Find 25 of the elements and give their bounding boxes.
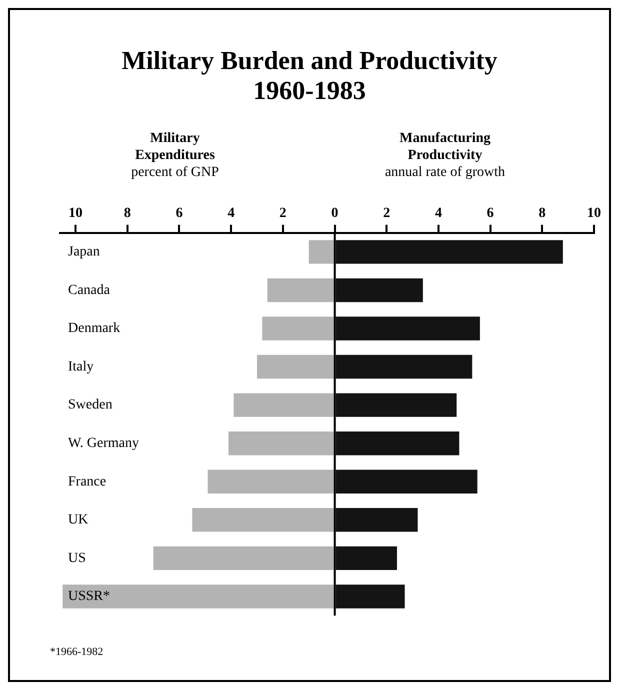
y-tick-label: Denmark [68, 321, 120, 336]
y-tick-label: Canada [68, 282, 111, 298]
x-tick-label: 8 [124, 206, 131, 222]
x-tick-label: 4 [434, 206, 442, 222]
text: *1966-1982 [50, 646, 104, 658]
y-tick-label: UK [68, 512, 88, 528]
y-tick-label: France [68, 474, 106, 490]
y-tick-label: Sweden [68, 398, 112, 413]
x-tick-label: 2 [383, 206, 390, 222]
x-tick-label: 0 [331, 206, 338, 222]
x-tick-label: 10 [587, 206, 601, 222]
x-tick-label: 4 [228, 206, 235, 222]
y-tick-label: Italy [68, 359, 94, 374]
x-tick-label: 6 [486, 206, 494, 222]
y-tick-label: Japan [68, 244, 100, 260]
text: annual rate of growth [384, 164, 506, 181]
chart-title: Military Burden and Productivity 1960-1983 [120, 46, 498, 106]
x-tick-label: 2 [279, 206, 286, 222]
x-tick-label: 8 [538, 206, 546, 222]
x-tick-label: 6 [176, 206, 183, 222]
x-tick-label: 10 [68, 206, 83, 222]
y-tick-label: USSR* [68, 589, 110, 604]
y-tick-label: W. Germany [68, 436, 140, 452]
y-tick-label: US [68, 550, 86, 566]
text: percent of GNP [130, 164, 220, 181]
